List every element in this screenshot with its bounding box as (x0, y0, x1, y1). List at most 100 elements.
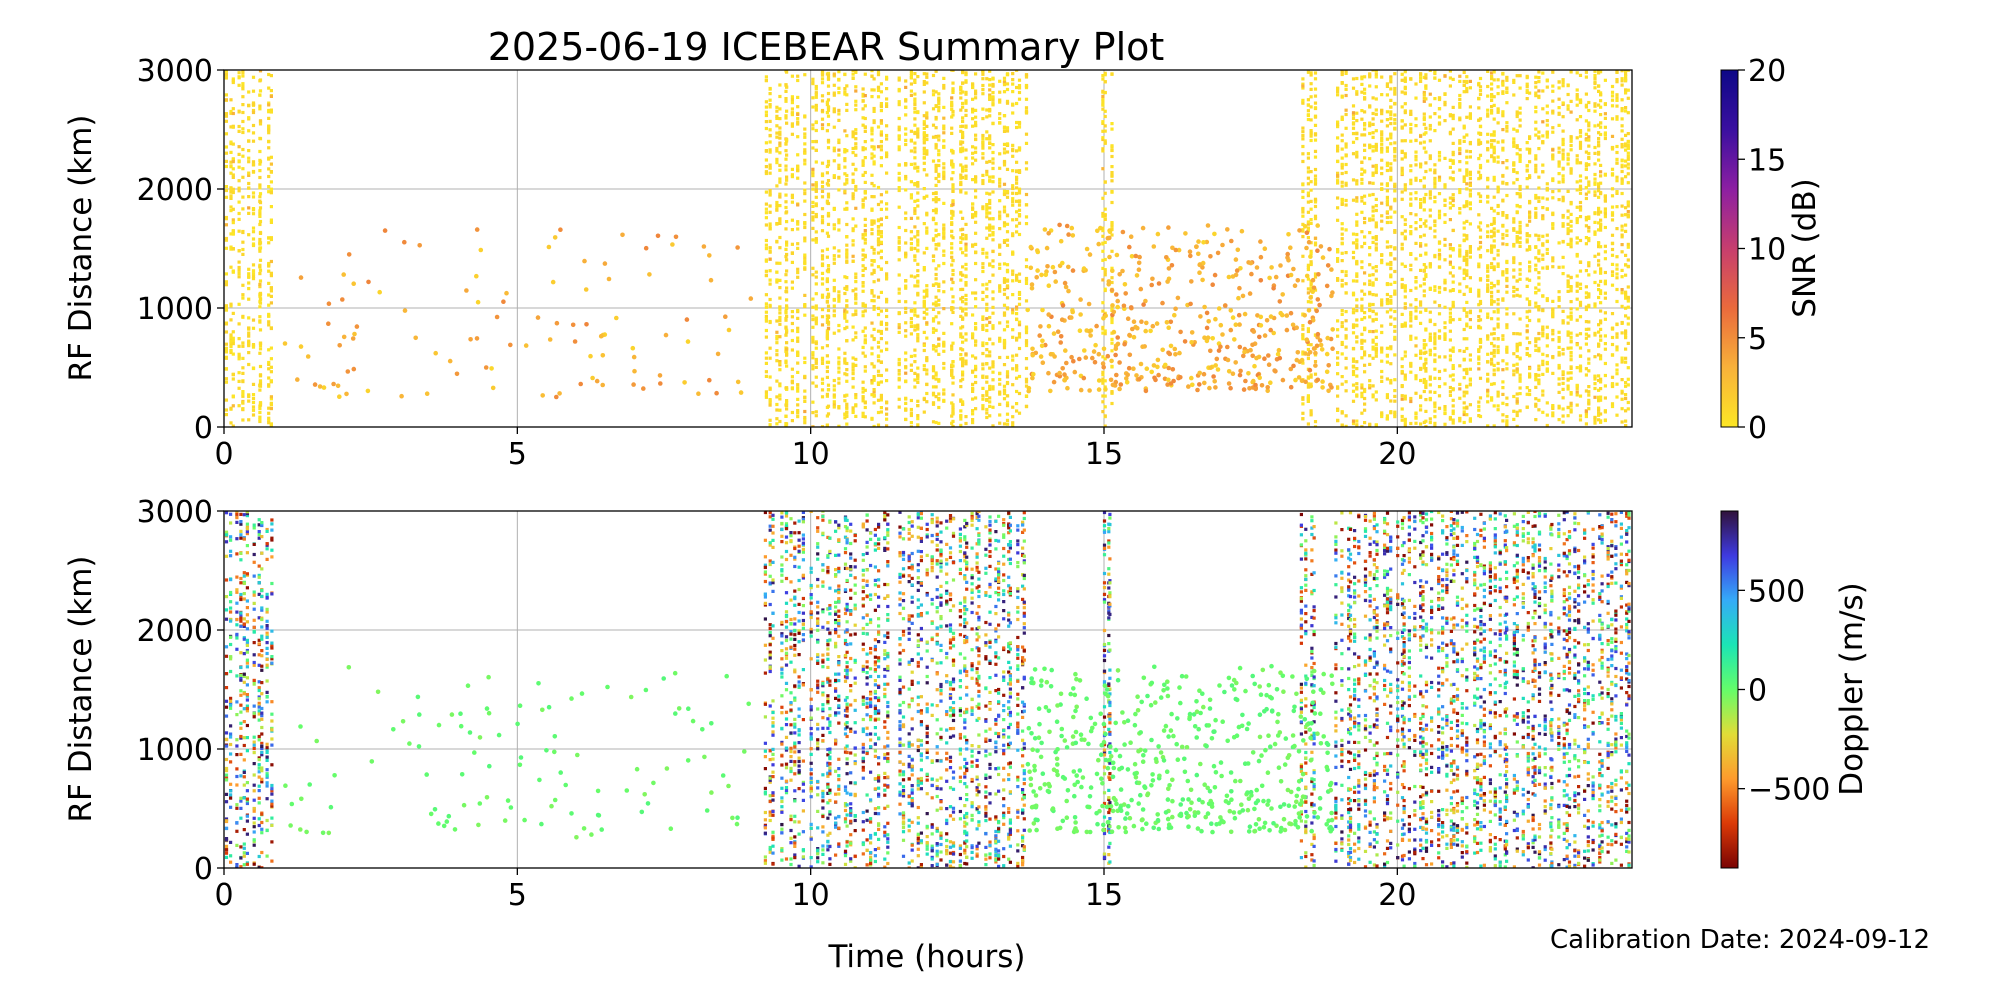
data-point (998, 339, 1002, 343)
data-point (885, 308, 889, 312)
data-point (1344, 154, 1348, 158)
data-point (885, 102, 889, 106)
data-point (934, 303, 938, 307)
data-point (981, 407, 985, 411)
data-point (251, 102, 256, 106)
data-point (913, 354, 917, 358)
data-point (258, 122, 263, 126)
data-point (247, 160, 251, 164)
data-point (1313, 123, 1318, 127)
data-point (961, 402, 965, 406)
data-point (1002, 151, 1007, 155)
data-point (1336, 250, 1340, 254)
data-point (826, 211, 831, 216)
data-point (775, 149, 779, 153)
data-point (790, 101, 794, 105)
data-point (1451, 378, 1455, 382)
data-point (1306, 152, 1310, 156)
data-point (1496, 85, 1500, 89)
data-point (961, 295, 965, 300)
data-point (1309, 221, 1313, 225)
data-point (1393, 147, 1397, 151)
data-point (922, 310, 926, 314)
data-point (904, 228, 908, 233)
data-point (826, 320, 831, 324)
data-point (961, 237, 965, 241)
data-point (1103, 141, 1107, 145)
data-point (1389, 220, 1393, 224)
data-point (854, 103, 858, 107)
data-point (825, 277, 829, 281)
data-point (879, 130, 883, 134)
data-point (1344, 93, 1348, 98)
data-point (1458, 254, 1462, 258)
data-point (837, 360, 841, 364)
data-point (985, 415, 989, 420)
data-point (764, 170, 768, 174)
data-point (241, 392, 245, 396)
data-point (1393, 317, 1397, 321)
data-point (971, 107, 975, 111)
data-point (1443, 321, 1447, 325)
data-point (1428, 190, 1432, 194)
data-point (1015, 70, 1019, 72)
data-point (1355, 360, 1359, 364)
data-point (1403, 324, 1407, 328)
data-point (861, 351, 865, 355)
data-point (1011, 424, 1015, 427)
data-point (971, 382, 975, 386)
data-point (861, 273, 865, 278)
data-point (837, 424, 841, 427)
data-point (931, 209, 936, 213)
data-point (959, 129, 963, 133)
data-point (1368, 329, 1372, 334)
data-point (1428, 332, 1432, 336)
data-point (837, 296, 841, 300)
data-point (879, 223, 883, 227)
data-point (1451, 318, 1455, 322)
data-point (1011, 218, 1015, 222)
data-point (1414, 154, 1418, 158)
data-point (251, 139, 256, 143)
data-point (1458, 244, 1462, 248)
data-point (931, 420, 936, 424)
data-point (964, 415, 968, 419)
data-point (1419, 204, 1423, 208)
data-point (1101, 99, 1105, 103)
data-point (951, 70, 955, 72)
data-point (1005, 263, 1010, 267)
data-point (1374, 163, 1378, 168)
data-point (876, 410, 881, 415)
data-point (1458, 97, 1462, 102)
data-point (1490, 154, 1494, 158)
data-point (1414, 377, 1418, 381)
data-point (269, 286, 273, 290)
data-point (269, 407, 273, 411)
data-point (937, 149, 941, 153)
data-point (1496, 392, 1500, 396)
data-point (241, 394, 245, 398)
data-point (951, 171, 955, 175)
data-point (784, 116, 788, 120)
data-point (1433, 229, 1437, 233)
data-point (764, 223, 768, 227)
data-point (811, 351, 815, 355)
data-point (814, 202, 818, 206)
data-point (1437, 304, 1442, 308)
data-point (1462, 412, 1466, 417)
data-point (1451, 398, 1455, 402)
data-point (1017, 191, 1022, 195)
data-point (988, 96, 992, 100)
data-point (1492, 70, 1496, 74)
data-point (1400, 397, 1404, 401)
data-point (870, 381, 874, 385)
data-point (1301, 126, 1305, 130)
data-point (1501, 79, 1505, 83)
data-point (237, 211, 241, 216)
data-point (1005, 296, 1010, 300)
data-point (925, 372, 929, 376)
data-point (1385, 346, 1389, 350)
data-point (1101, 226, 1105, 230)
data-point (1433, 322, 1437, 327)
data-point (231, 372, 235, 377)
